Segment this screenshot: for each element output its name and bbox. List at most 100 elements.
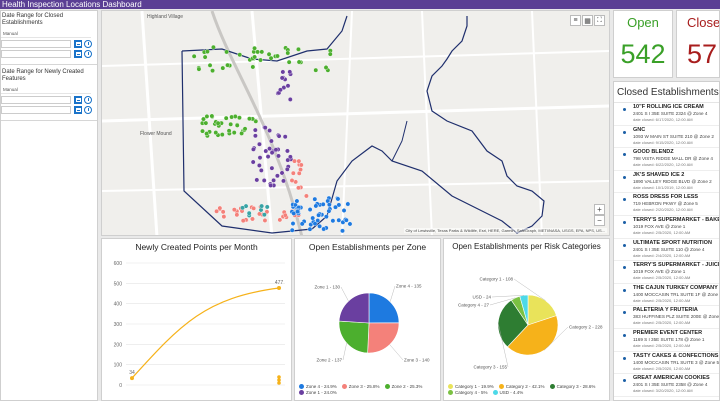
list-item[interactable]: THE CAJUN TURKEY COMPANY 1400 MOCCASIN TR… xyxy=(614,284,719,307)
calendar-icon[interactable] xyxy=(74,96,82,104)
map-point xyxy=(237,52,243,58)
map-point xyxy=(255,49,261,55)
start-date-input[interactable] xyxy=(1,96,71,104)
list-item[interactable]: GREAT AMERICAN COOKIES 2401 S I 35E SUITE… xyxy=(614,374,719,397)
map-point xyxy=(220,209,226,215)
list-item[interactable]: GOOD BLENDZ 798 VISTA RIDGE MALL DR @ Zon… xyxy=(614,148,719,171)
closed-establishments-list: Closed Establishments 10"F ROLLING ICE C… xyxy=(613,81,720,401)
map-point xyxy=(259,49,265,55)
item-address: 798 VISTA RIDGE MALL DR @ Zone 4 xyxy=(633,156,713,162)
line-chart[interactable]: 600 500 400 300 200 100 0 34 477 xyxy=(102,255,291,400)
item-address: 2401 S I 35E SUITE 110 @ Zone 4 xyxy=(633,246,705,252)
legend-item[interactable]: Zone 4 - 24.9% xyxy=(299,384,337,389)
risk-legend: Category 1 - 19.9% Category 2 - 42.1% Cate… xyxy=(448,384,608,395)
list-item[interactable]: PREMIER EVENT CENTER 1169 S I 35E SUITE 1… xyxy=(614,329,719,352)
zoom-in-button[interactable]: + xyxy=(594,204,605,215)
list-item[interactable]: TASTY CAKES & CONFECTIONS 1400 MOCCASIN T… xyxy=(614,352,719,375)
legend-item[interactable]: Zone 3 - 25.8% xyxy=(341,384,380,389)
list-item[interactable]: JK'S SHAVED ICE 2 1890 VALLEY RIDGE BLVD … xyxy=(614,171,719,194)
inspection-points[interactable] xyxy=(191,44,353,234)
map-point xyxy=(326,208,332,214)
map-point xyxy=(279,170,285,176)
clock-icon[interactable] xyxy=(84,40,92,48)
item-date: date closed: 6/22/2020, 12:00 AM xyxy=(633,162,693,168)
map-point xyxy=(294,198,300,204)
zoom-out-button[interactable]: − xyxy=(594,215,605,226)
slice-label: Category 4 - 27 xyxy=(458,303,490,308)
list-item[interactable]: ROSS DRESS FOR LESS 719 HEBRON PKWY @ Zon… xyxy=(614,193,719,216)
legend-item[interactable]: Category 3 - 28.6% xyxy=(549,384,595,389)
leader-line xyxy=(342,342,347,361)
start-date-input[interactable] xyxy=(1,40,71,48)
map-point xyxy=(258,57,263,63)
slice-label: Zone 4 - 135 xyxy=(396,284,422,289)
calendar-icon[interactable] xyxy=(74,50,82,58)
calendar-icon[interactable] xyxy=(74,40,82,48)
map-point xyxy=(252,54,258,60)
risk-pie-chart[interactable]: Category 1 - 108 Category 2 - 228 Category… xyxy=(444,255,609,380)
clock-icon[interactable] xyxy=(84,96,92,104)
data-point xyxy=(130,376,134,381)
list-item[interactable]: ULTIMATE SPORT NUTRITION 2401 S I 35E SUI… xyxy=(614,239,719,262)
map-point xyxy=(320,201,326,207)
chart-title: Open Establishments per Zone xyxy=(308,242,427,252)
list-item[interactable]: TERRY'S SUPERMARKET - JUICE BAR1019 FOX … xyxy=(614,261,719,284)
layers-icon[interactable]: ≡ xyxy=(570,15,581,26)
legend-item[interactable]: Category 4 - 5% xyxy=(448,390,488,395)
data-point xyxy=(277,381,281,385)
marker-icon xyxy=(623,198,626,202)
fullscreen-icon[interactable]: ⛶ xyxy=(594,15,605,26)
legend-item[interactable]: USD - 4.4% xyxy=(492,390,524,395)
marker-icon xyxy=(623,108,626,111)
map-point xyxy=(214,208,219,214)
legend-swatch xyxy=(549,384,555,389)
clock-icon[interactable] xyxy=(84,50,92,58)
map-point xyxy=(285,148,290,154)
y-tick-label: 200 xyxy=(114,342,123,348)
list-item[interactable]: PALETERIA Y FRUTERIA 383 HUFFINES PLZ SUI… xyxy=(614,306,719,329)
list-title: Closed Establishments xyxy=(614,82,719,103)
map-point xyxy=(271,177,276,183)
range-select[interactable]: Manual xyxy=(1,86,91,94)
end-date-input[interactable] xyxy=(1,50,71,58)
item-name: TASTY CAKES & CONFECTIONS xyxy=(633,352,719,359)
data-point xyxy=(277,378,281,382)
legend-item[interactable]: Zone 2 - 25.3% xyxy=(384,384,422,389)
clock-icon[interactable] xyxy=(84,106,92,114)
leader-line xyxy=(340,286,349,302)
legend-label: USD - 4.4% xyxy=(499,390,524,395)
legend-item[interactable]: Category 1 - 19.9% xyxy=(448,384,494,389)
map-point xyxy=(261,212,267,218)
pie-slice xyxy=(338,292,370,324)
item-date: date closed: 2/4/2020, 12:00 AM xyxy=(633,252,691,258)
map-point xyxy=(312,196,318,202)
zone-pie-chart[interactable]: Zone 4 - 135 Zone 3 - 140 Zone 2 - 137 Zone… xyxy=(295,255,440,380)
item-date: date closed: 6/17/2020, 12:00 AM xyxy=(633,117,693,122)
map-point xyxy=(211,44,216,50)
calendar-icon[interactable] xyxy=(74,106,82,114)
map-point xyxy=(282,212,288,218)
item-address: 1400 MOCCASIN TRL SUITE 3 @ Zone 5 xyxy=(633,359,719,365)
list-item[interactable]: 10"F ROLLING ICE CREAM 2401 S I 35E SUITE… xyxy=(614,103,719,126)
map-point xyxy=(286,59,292,65)
map-point xyxy=(207,62,213,68)
map-point xyxy=(251,205,257,211)
map-view[interactable]: Highland Village Flower Mound ≡ ▦ ⛶ + − … xyxy=(101,10,610,236)
map-point xyxy=(268,183,274,188)
marker-icon xyxy=(623,153,626,157)
map-point xyxy=(336,202,342,208)
basemap-icon[interactable]: ▦ xyxy=(582,15,593,26)
legend-item[interactable]: Category 2 - 42.1% xyxy=(498,384,545,389)
end-date-input[interactable] xyxy=(1,106,71,114)
range-select[interactable]: Manual xyxy=(1,30,91,38)
legend-item[interactable]: Zone 1 - 24.0% xyxy=(299,390,337,395)
map-point xyxy=(298,162,304,168)
map-point xyxy=(229,114,235,120)
list-item[interactable]: TERRY'S SUPERMARKET - BAKERY 1019 FOX AVE… xyxy=(614,216,719,239)
map-point xyxy=(253,118,259,124)
slice-label: Category 2 - 228 xyxy=(569,325,603,330)
marker-icon xyxy=(623,288,626,292)
item-date: date closed: 2/5/2020, 12:00 AM xyxy=(633,275,691,281)
marker-icon xyxy=(623,333,626,337)
list-item[interactable]: GNC 1093 W MAIN ST SUITE 210 @ Zone 2 date… xyxy=(614,126,719,149)
